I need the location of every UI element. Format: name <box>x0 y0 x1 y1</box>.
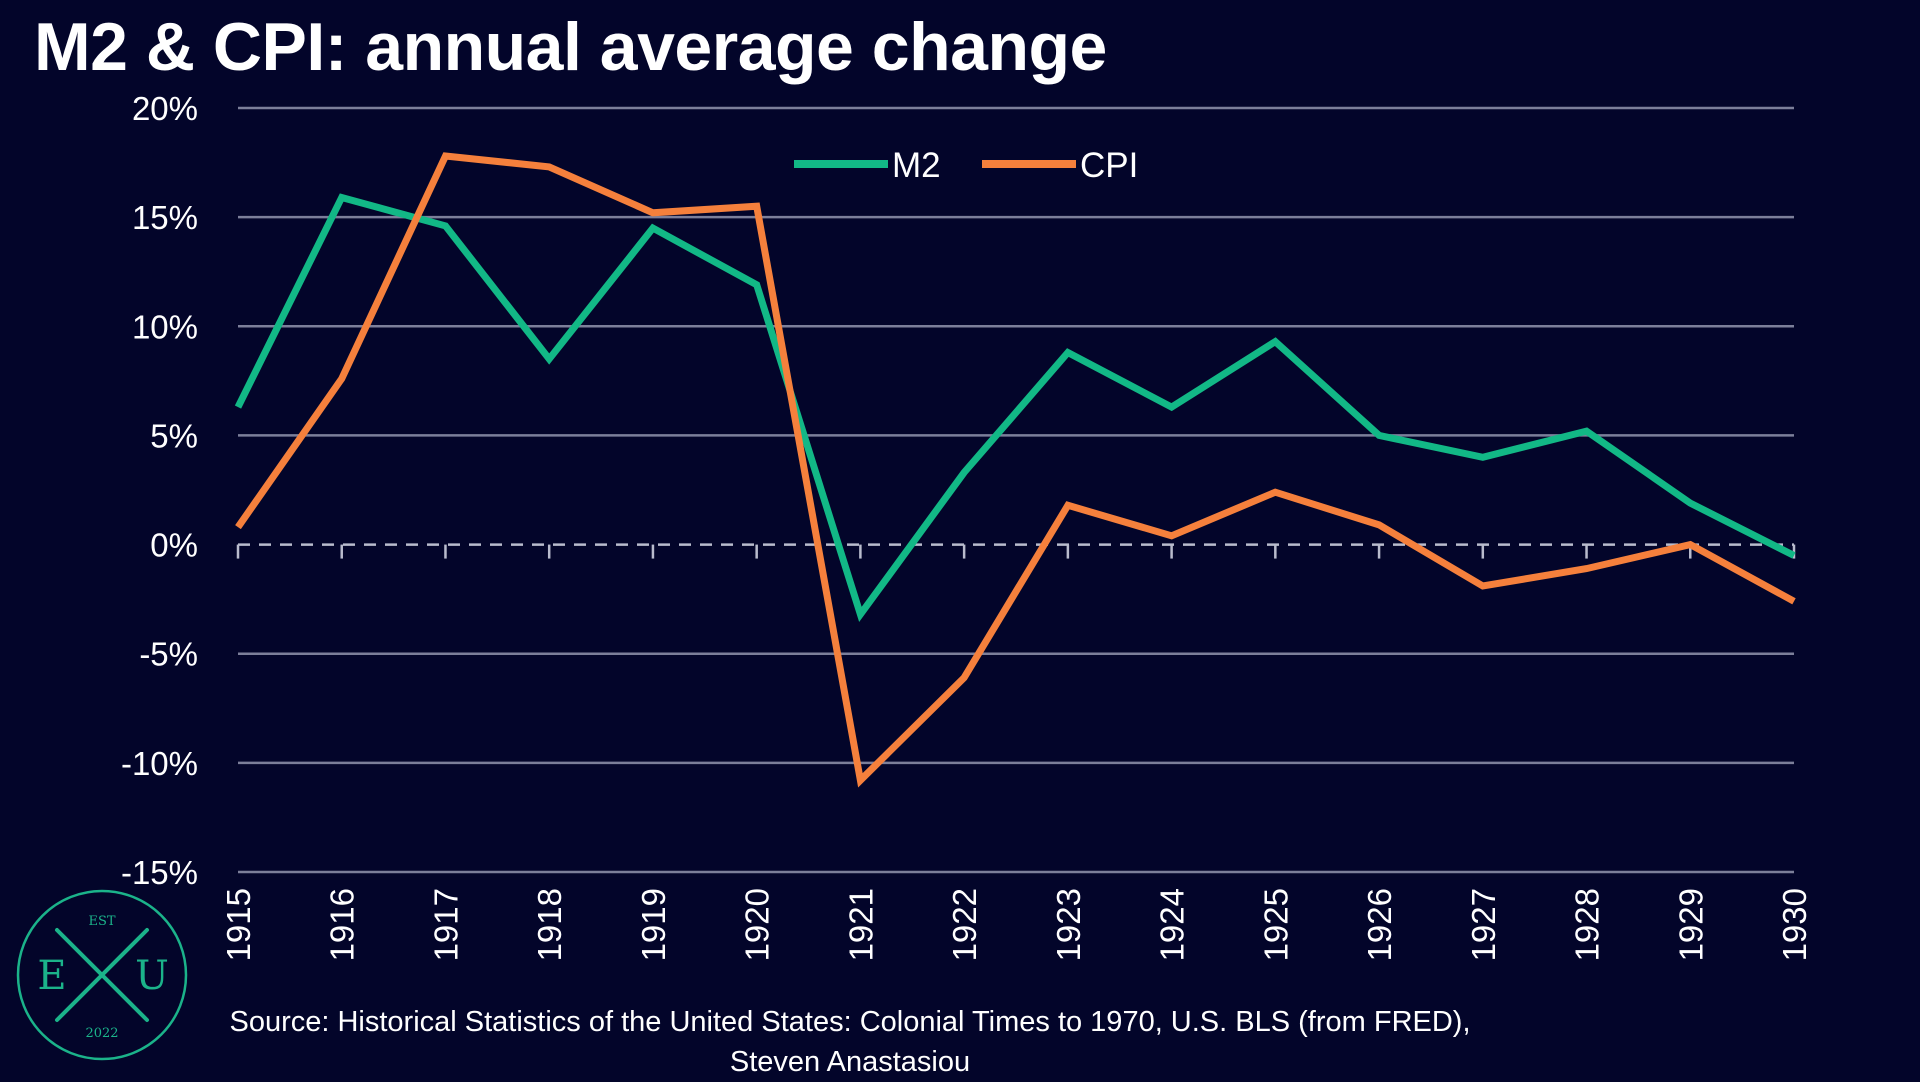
x-tick-label: 1927 <box>1465 888 1502 961</box>
exu-logo: EST E U 2022 <box>12 885 192 1065</box>
x-axis-ticks: 1915 1916 1917 1918 1919 1920 1921 1922 1923 1924… <box>220 545 1813 962</box>
legend-label-m2: M2 <box>892 146 941 185</box>
x-tick-label: 1930 <box>1776 888 1813 961</box>
x-tick-label: 1920 <box>739 888 776 961</box>
legend: M2 CPI <box>794 146 1138 185</box>
gridlines <box>238 108 1794 872</box>
logo-top-text: EST <box>88 914 115 929</box>
series-line-cpi <box>238 156 1794 780</box>
x-tick-label: 1924 <box>1154 888 1191 961</box>
logo-bottom-text: 2022 <box>85 1026 118 1041</box>
x-tick-label: 1923 <box>1050 888 1087 961</box>
legend-label-cpi: CPI <box>1080 146 1138 185</box>
y-tick-label: 0% <box>150 527 198 564</box>
y-tick-label: -5% <box>139 636 198 673</box>
x-tick-label: 1926 <box>1361 888 1398 961</box>
y-tick-label: 15% <box>132 199 198 236</box>
x-tick-label: 1917 <box>427 888 464 961</box>
y-axis-ticks: 20%15%10%5%0%-5%-10%-15% <box>121 90 198 891</box>
x-tick-label: 1918 <box>531 888 568 961</box>
logo-right-letter: U <box>135 953 169 999</box>
x-tick-label: 1916 <box>324 888 361 961</box>
logo-left-letter: E <box>37 953 66 999</box>
x-tick-label: 1925 <box>1257 888 1294 961</box>
x-tick-label: 1921 <box>842 888 879 961</box>
series-lines <box>238 156 1794 780</box>
x-tick-label: 1929 <box>1672 888 1709 961</box>
y-tick-label: -10% <box>121 745 198 782</box>
source-line-2: Steven Anastasiou <box>180 1042 1520 1082</box>
x-tick-label: 1928 <box>1569 888 1606 961</box>
x-tick-label: 1919 <box>635 888 672 961</box>
y-tick-label: 20% <box>132 90 198 127</box>
y-tick-label: 10% <box>132 308 198 345</box>
source-note: Source: Historical Statistics of the Uni… <box>180 1002 1520 1082</box>
x-tick-label: 1922 <box>946 888 983 961</box>
series-line-m2 <box>238 198 1794 615</box>
y-tick-label: 5% <box>150 417 198 454</box>
source-line-1: Source: Historical Statistics of the Uni… <box>180 1002 1520 1042</box>
x-tick-label: 1915 <box>220 888 257 961</box>
